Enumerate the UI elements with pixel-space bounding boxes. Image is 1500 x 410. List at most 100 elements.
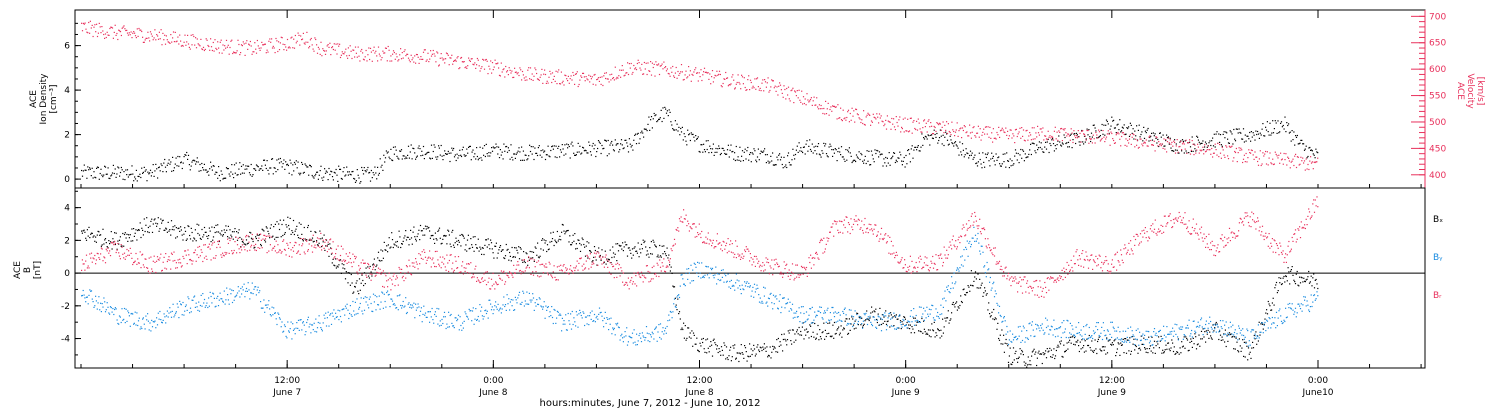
data-point [896, 318, 898, 320]
data-point [973, 280, 975, 282]
data-point [779, 159, 782, 161]
data-point [362, 169, 364, 171]
data-point [1014, 352, 1016, 355]
data-point [1081, 130, 1083, 132]
data-point [780, 344, 782, 346]
data-point [828, 114, 830, 116]
data-point [412, 147, 414, 149]
data-point [763, 90, 765, 92]
data-point [518, 246, 520, 248]
data-point [159, 228, 161, 230]
data-point [257, 286, 259, 288]
data-point [192, 240, 194, 242]
data-point [1211, 147, 1213, 150]
data-point [260, 47, 262, 49]
data-point [414, 317, 416, 319]
data-point [374, 166, 376, 168]
data-point [787, 152, 790, 154]
data-point [1266, 309, 1268, 311]
data-point [952, 129, 954, 131]
data-point [777, 337, 779, 340]
data-point [1015, 350, 1017, 352]
data-point [438, 229, 440, 231]
data-point [1176, 139, 1178, 141]
data-point [1212, 152, 1215, 154]
data-point [1101, 346, 1104, 348]
data-point [819, 154, 821, 156]
data-point [611, 73, 613, 75]
data-point [622, 148, 624, 150]
data-point [1076, 137, 1078, 139]
data-point [1098, 136, 1100, 138]
data-point [224, 303, 226, 305]
data-point [1250, 131, 1252, 133]
data-point [1128, 142, 1130, 144]
data-point [171, 228, 173, 231]
data-point [321, 237, 323, 239]
data-point [244, 168, 246, 170]
data-point [651, 62, 653, 64]
data-point [938, 124, 940, 126]
data-point [930, 134, 932, 136]
data-point [1008, 135, 1010, 137]
data-point [197, 161, 199, 163]
data-point [189, 307, 192, 309]
data-point [154, 320, 156, 322]
data-point [681, 327, 683, 329]
data-point [247, 48, 249, 50]
data-point [1264, 153, 1266, 155]
data-point [310, 166, 312, 168]
data-point [361, 48, 363, 51]
data-point [581, 237, 583, 239]
data-point [624, 74, 626, 76]
data-point [289, 217, 291, 219]
data-point [83, 23, 85, 25]
data-point [170, 161, 172, 163]
data-point [1312, 153, 1314, 155]
data-point [634, 134, 636, 136]
data-point [1292, 139, 1294, 141]
data-point [393, 243, 395, 245]
data-point [285, 46, 287, 48]
data-point [416, 54, 418, 56]
data-point [1219, 134, 1222, 136]
data-point [243, 243, 245, 245]
data-point [173, 316, 175, 318]
data-point [869, 164, 871, 166]
data-point [128, 237, 130, 239]
data-point [1216, 154, 1218, 156]
data-point [403, 237, 405, 239]
data-point [511, 70, 513, 72]
data-point [597, 78, 599, 80]
data-point [997, 157, 999, 159]
data-point [898, 157, 900, 159]
data-point [1317, 152, 1319, 154]
data-point [208, 174, 210, 176]
data-point [908, 324, 910, 326]
data-point [1271, 163, 1273, 165]
data-point [328, 46, 330, 48]
data-point [1043, 151, 1045, 153]
data-point [678, 313, 680, 315]
data-point [1005, 166, 1007, 168]
data-point [436, 307, 438, 310]
data-point [283, 233, 286, 235]
data-point [703, 348, 705, 350]
data-point [1254, 151, 1256, 153]
data-point [532, 79, 534, 81]
data-point [192, 34, 194, 36]
data-point [1313, 154, 1315, 156]
data-point [227, 168, 229, 170]
data-point [767, 160, 769, 162]
data-point [393, 303, 395, 305]
data-point [164, 43, 167, 45]
data-point [570, 244, 572, 246]
data-point [387, 290, 389, 292]
data-point [125, 169, 127, 171]
data-point [1143, 137, 1146, 139]
data-point [747, 146, 749, 149]
data-point [248, 172, 251, 174]
data-point [140, 29, 142, 31]
data-point [885, 310, 887, 312]
data-point [484, 155, 486, 158]
